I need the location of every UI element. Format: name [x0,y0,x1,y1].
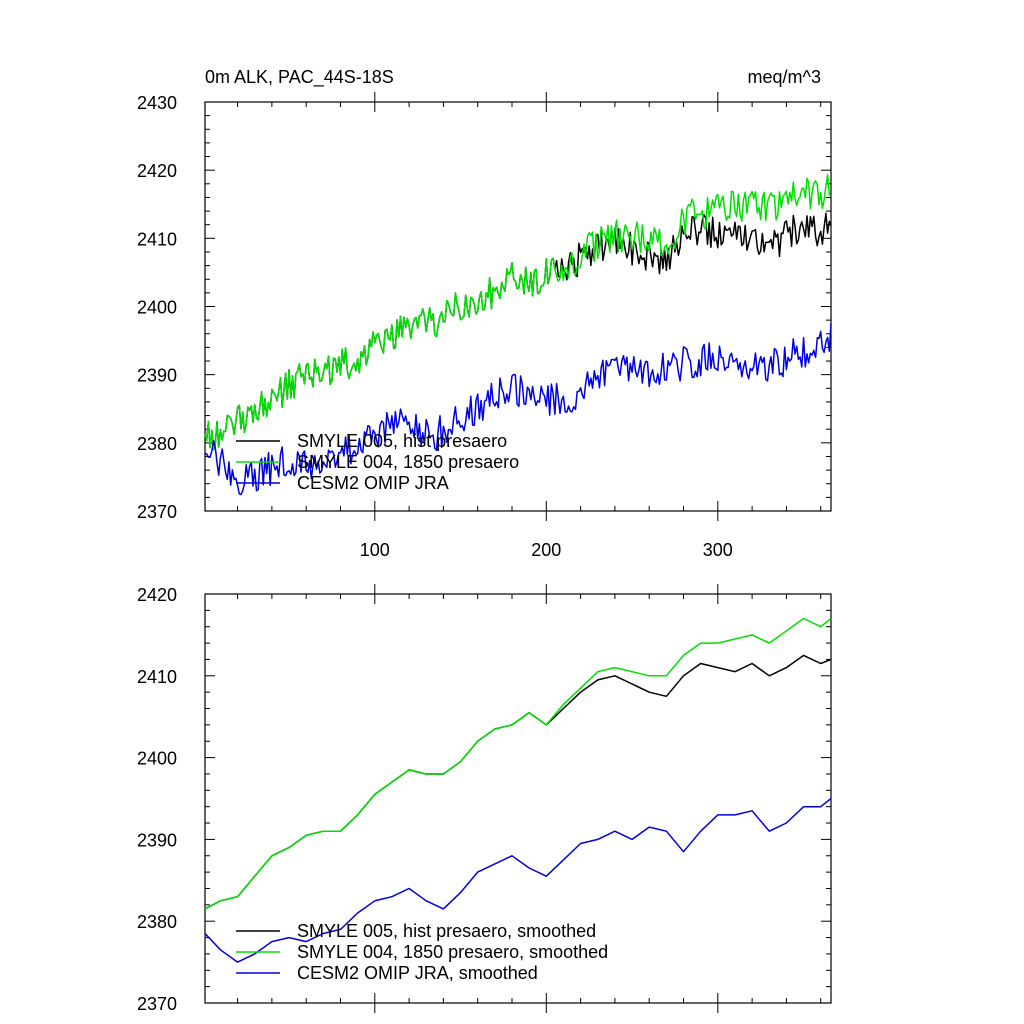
series-line-2 [204,173,832,451]
y-tick-label: 2370 [137,994,177,1014]
x-tick-label: 300 [703,540,733,560]
series-line-2 [204,617,832,910]
series-line-1 [204,654,832,910]
x-tick-label: 100 [360,540,390,560]
y-tick-label: 2390 [137,830,177,850]
y-tick-label: 2400 [137,749,177,769]
chart-title: 0m ALK, PAC_44S-18S [205,67,394,88]
y-tick-label: 2400 [137,298,177,318]
legend-label: CESM2 OMIP JRA, smoothed [297,963,538,983]
legend-label: SMYLE 005, hist presaero [297,431,507,451]
series-line-3 [204,323,832,496]
x-tick-label: 200 [531,540,561,560]
y-tick-label: 2410 [137,667,177,687]
y-tick-label: 2380 [137,912,177,932]
legend-label: SMYLE 005, hist presaero, smoothed [297,921,596,941]
bottom-panel: 2370 2380 2390 2400 2410 2420 SMYLE 005, hist … [137,584,832,1014]
legend-label: CESM2 OMIP JRA [297,473,449,493]
y-tick-label: 2370 [137,502,177,522]
y-tick-label: 2420 [137,161,177,181]
series-line-1 [204,212,832,451]
y-tick-label: 2420 [137,585,177,605]
series-line-3 [204,797,832,963]
legend-label: SMYLE 004, 1850 presaero, smoothed [297,942,608,962]
y-tick-label: 2390 [137,366,177,386]
y-tick-label: 2410 [137,229,177,249]
y-tick-label: 2430 [137,93,177,113]
top-panel: 0m ALK, PAC_44S-18S meq/m^3 100 200 300 2370 2… [137,67,832,560]
units-label: meq/m^3 [748,67,821,87]
y-tick-label: 2380 [137,434,177,454]
legend-label: SMYLE 004, 1850 presaero [297,452,519,472]
